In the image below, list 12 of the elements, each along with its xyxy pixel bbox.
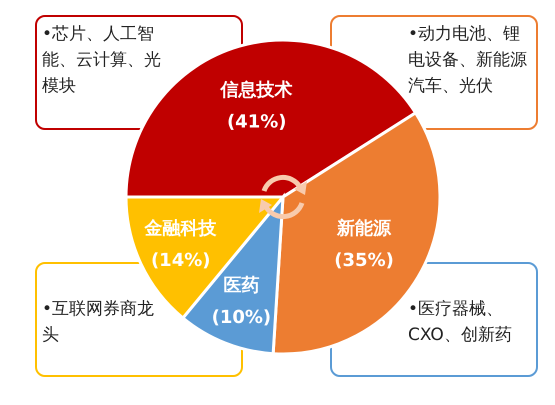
slice-label: 新能源 [336,218,392,239]
slice-label: 信息技术 [220,79,293,100]
data-label: (41%) [226,111,286,132]
slice-label: 医药 [223,275,260,296]
text: •互联网券商龙头 [42,298,156,347]
text: •芯片、人工智能、云计算、光模块 [42,23,162,98]
data-label: (10%) [212,307,272,328]
text: •医疗器械、CXO、创新药 [408,298,513,347]
data-label: (35%) [334,250,394,271]
slice-label: 金融科技 [144,218,218,240]
data-label: (14%) [150,250,210,272]
text: •动力电池、锂电设备、新能源汽车、光伏 [408,23,528,98]
